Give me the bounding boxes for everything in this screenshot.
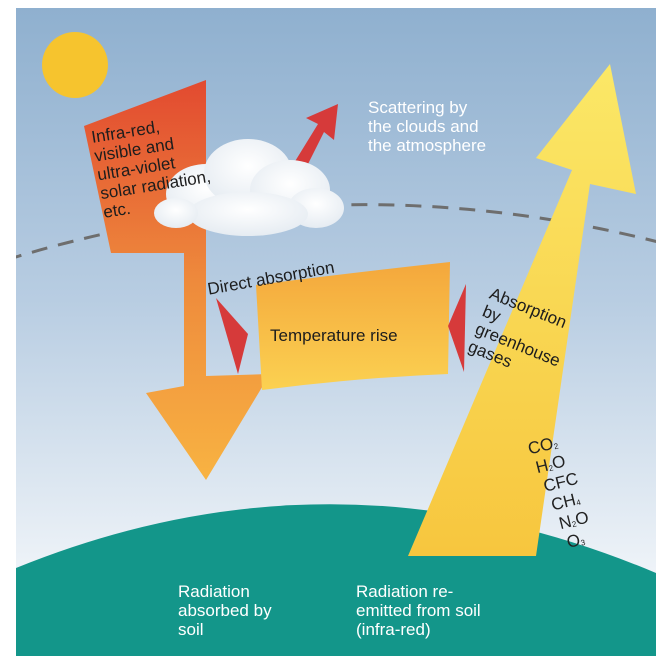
scattering-label: Scattering by the clouds and the atmosph… <box>368 98 487 155</box>
cloud <box>154 139 344 236</box>
greenhouse-diagram: Infra-red, visible and ultra-violet sola… <box>16 8 656 656</box>
greenhouse-absorption-arrow <box>448 284 466 372</box>
diagram-canvas <box>16 8 656 656</box>
gas-formula: O3 <box>564 530 587 552</box>
reemitted-radiation-label: Radiation re- emitted from soil (infra-r… <box>356 582 481 639</box>
temperature-rise-label: Temperature rise <box>270 326 398 345</box>
incoming-radiation-label: Infra-red, visible and ultra-violet sola… <box>90 117 213 222</box>
temperature-rise-band <box>256 262 450 390</box>
sun <box>42 32 108 98</box>
incoming-radiation-arrow <box>84 80 270 480</box>
absorbed-by-soil-label: Radiation absorbed by soil <box>178 582 272 639</box>
direct-absorption-arrow <box>216 298 248 374</box>
reemitted-radiation-arrow <box>408 64 636 556</box>
